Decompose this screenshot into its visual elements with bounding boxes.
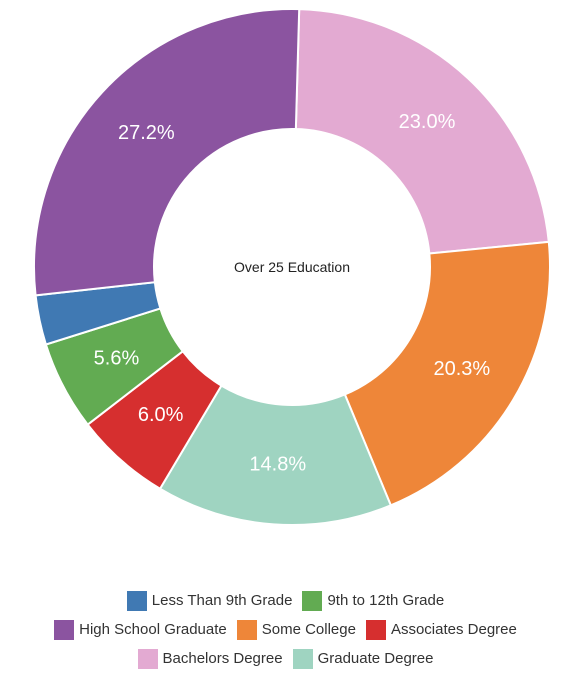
legend-label: Bachelors Degree — [162, 650, 283, 667]
donut-chart: 23.0% 20.3% 14.8% 6.0% 5.6% 27.2% Over 25 Educ… — [33, 8, 551, 526]
legend-item-some-college[interactable]: Some College — [236, 619, 356, 640]
legend-item-less-than-9th-grade[interactable]: Less Than 9th Grade — [126, 590, 293, 611]
legend-swatch — [126, 590, 147, 611]
slice-label-some-college: 20.3% — [433, 358, 490, 380]
slice-label-bachelors-degree: 23.0% — [399, 111, 456, 133]
legend-swatch — [137, 648, 158, 669]
slice-label-graduate-degree: 14.8% — [249, 453, 306, 475]
chart-title: Over 25 Education — [234, 259, 350, 275]
slice-some-college — [343, 240, 551, 507]
legend-label: High School Graduate — [79, 621, 227, 638]
legend-item-graduate-degree[interactable]: Graduate Degree — [292, 648, 434, 669]
legend-swatch — [302, 590, 323, 611]
legend-label: Less Than 9th Grade — [151, 592, 293, 609]
chart-legend: Less Than 9th Grade 9th to 12th Grade High… — [0, 586, 571, 673]
slice-high-school-graduate — [33, 8, 301, 297]
legend-item-associates-degree[interactable]: Associates Degree — [365, 619, 517, 640]
slice-label-high-school-graduate: 27.2% — [118, 122, 175, 144]
slice-label-associates-degree: 6.0% — [138, 404, 184, 426]
legend-swatch — [236, 619, 257, 640]
legend-label: Some College — [261, 621, 356, 638]
legend-item-bachelors-degree[interactable]: Bachelors Degree — [137, 648, 283, 669]
legend-swatch — [292, 648, 313, 669]
legend-label: Graduate Degree — [317, 650, 434, 667]
legend-row: Bachelors Degree Graduate Degree — [0, 644, 571, 673]
legend-row: Less Than 9th Grade 9th to 12th Grade — [0, 586, 571, 615]
slice-label-9th-to-12th-grade: 5.6% — [94, 348, 140, 370]
legend-item-9th-to-12th-grade[interactable]: 9th to 12th Grade — [302, 590, 445, 611]
legend-item-high-school-graduate[interactable]: High School Graduate — [54, 619, 227, 640]
slice-bachelors-degree — [294, 8, 550, 255]
legend-label: Associates Degree — [390, 621, 517, 638]
legend-swatch — [54, 619, 75, 640]
legend-label: 9th to 12th Grade — [327, 592, 445, 609]
donut-chart-svg: 23.0% 20.3% 14.8% 6.0% 5.6% 27.2% Over 25 Educ… — [33, 8, 551, 526]
legend-row: High School Graduate Some College Associat… — [0, 615, 571, 644]
legend-swatch — [365, 619, 386, 640]
